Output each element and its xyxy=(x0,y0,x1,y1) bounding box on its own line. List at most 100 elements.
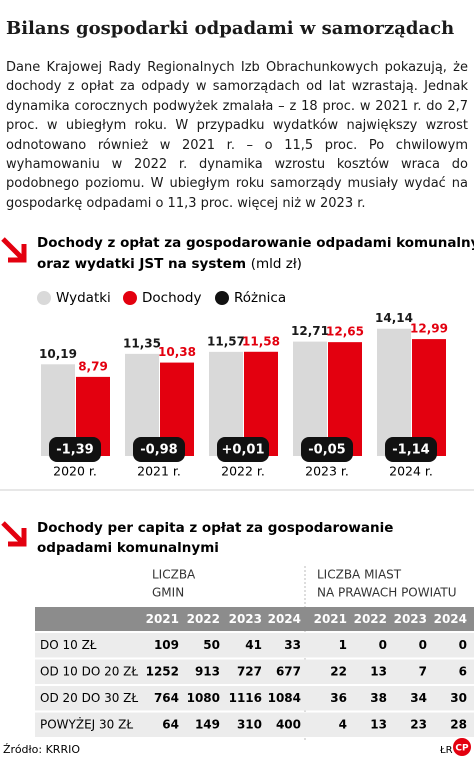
row-label: OD 20 DO 30 ZŁ xyxy=(40,691,138,705)
table-row xyxy=(35,633,474,658)
author: ŁR xyxy=(439,745,453,756)
column-header: 2022 xyxy=(187,612,220,626)
logo: CP xyxy=(455,744,469,754)
value-label: 8,79 xyxy=(78,359,108,373)
table-row xyxy=(35,712,474,737)
value-label: 12,71 xyxy=(291,324,329,338)
table-row xyxy=(35,659,474,684)
chart-title-line: oraz wydatki JST na system xyxy=(37,256,246,272)
x-tick-label: 2024 r. xyxy=(389,464,433,479)
legend-swatch xyxy=(37,291,51,305)
x-tick-label: 2020 r. xyxy=(53,464,97,479)
table-title: odpadami komunalnymi xyxy=(37,540,219,556)
difference-label: +0,01 xyxy=(222,443,265,458)
title: Bilans gospodarki odpadami w samorządach xyxy=(6,18,455,39)
x-tick-label: 2023 r. xyxy=(305,464,349,479)
table-row xyxy=(35,686,474,711)
table-cell: 6 xyxy=(459,665,467,679)
table-cell: 50 xyxy=(203,638,220,652)
table-title: Dochody per capita z opłat za gospodarow… xyxy=(37,520,393,536)
table-cell: 764 xyxy=(154,691,179,705)
table-cell: 1080 xyxy=(187,691,220,705)
difference-badge xyxy=(217,437,269,462)
table-cell: 33 xyxy=(284,638,301,652)
value-label: 12,65 xyxy=(326,325,364,339)
value-label: 11,58 xyxy=(242,334,280,348)
table-cell: 727 xyxy=(237,665,262,679)
difference-label: -1,39 xyxy=(56,443,93,458)
legend-label: Dochody xyxy=(142,290,201,306)
value-label: 14,14 xyxy=(375,311,413,325)
row-label: OD 10 DO 20 ZŁ xyxy=(40,665,138,679)
table-cell: 38 xyxy=(370,691,387,705)
group-header: LICZBA MIAST xyxy=(317,568,402,582)
bar xyxy=(377,328,411,456)
table-cell: 22 xyxy=(330,665,347,679)
table-cell: 149 xyxy=(195,718,220,732)
table-cell: 310 xyxy=(237,718,262,732)
arrow-icon xyxy=(1,521,27,547)
bar xyxy=(293,341,327,456)
difference-badge xyxy=(301,437,353,462)
difference-badge xyxy=(49,437,101,462)
arrow-icon xyxy=(1,237,27,263)
chart-unit: (mld zł) xyxy=(251,256,302,272)
value-label: 11,57 xyxy=(207,334,245,348)
table-cell: 0 xyxy=(419,638,427,652)
difference-label: -1,14 xyxy=(392,443,429,458)
table-cell: 41 xyxy=(245,638,262,652)
source: Źródło: KRRIO xyxy=(3,743,80,756)
table-cell: 677 xyxy=(276,665,301,679)
column-header: 2021 xyxy=(146,612,179,626)
column-header: 2022 xyxy=(354,612,387,626)
chart-title-line: Dochody z opłat za gospodarowanie odpada… xyxy=(37,235,474,251)
group-header: NA PRAWACH POWIATU xyxy=(317,586,457,600)
table-cell: 0 xyxy=(379,638,387,652)
group-header: LICZBA xyxy=(152,568,196,582)
group-header: GMIN xyxy=(152,586,184,600)
table-cell: 28 xyxy=(450,718,467,732)
column-header: 2023 xyxy=(229,612,262,626)
x-tick-label: 2022 r. xyxy=(221,464,265,479)
table-cell: 1116 xyxy=(229,691,262,705)
legend-label: Wydatki xyxy=(56,290,111,306)
legend-label: Różnica xyxy=(234,290,286,306)
row-label: POWYŻEJ 30 ZŁ xyxy=(40,717,133,732)
table-cell: 0 xyxy=(459,638,467,652)
column-header: 2024 xyxy=(268,612,301,626)
bar xyxy=(412,339,446,456)
legend-swatch xyxy=(215,291,229,305)
header-row xyxy=(35,607,474,631)
table-cell: 109 xyxy=(154,638,179,652)
table-cell: 400 xyxy=(276,718,301,732)
difference-badge xyxy=(133,437,185,462)
legend-swatch xyxy=(123,291,137,305)
chart-title: Dochody z opłat za gospodarowanie odpada… xyxy=(37,235,474,251)
value-label: 12,99 xyxy=(410,322,448,336)
table-cell: 13 xyxy=(370,665,387,679)
table-cell: 23 xyxy=(410,718,427,732)
column-header: 2021 xyxy=(314,612,347,626)
table-cell: 7 xyxy=(419,665,427,679)
table-cell: 34 xyxy=(410,691,427,705)
x-tick-label: 2021 r. xyxy=(137,464,181,479)
table-cell: 30 xyxy=(450,691,467,705)
table-cell: 13 xyxy=(370,718,387,732)
table-cell: 1 xyxy=(339,638,347,652)
table-cell: 913 xyxy=(195,665,220,679)
value-label: 11,35 xyxy=(123,336,161,350)
difference-label: -0,05 xyxy=(308,443,345,458)
table-cell: 4 xyxy=(339,718,347,732)
table-cell: 64 xyxy=(162,718,179,732)
difference-badge xyxy=(385,437,437,462)
value-label: 10,19 xyxy=(39,347,77,361)
value-label: 10,38 xyxy=(158,345,196,359)
row-label: DO 10 ZŁ xyxy=(40,638,97,652)
table-cell: 36 xyxy=(330,691,347,705)
intro-text: Dane Krajowej Rady Regionalnych Izb Obra… xyxy=(6,60,468,211)
table-cell: 1252 xyxy=(146,665,179,679)
difference-label: -0,98 xyxy=(140,443,177,458)
column-header: 2024 xyxy=(434,612,467,626)
